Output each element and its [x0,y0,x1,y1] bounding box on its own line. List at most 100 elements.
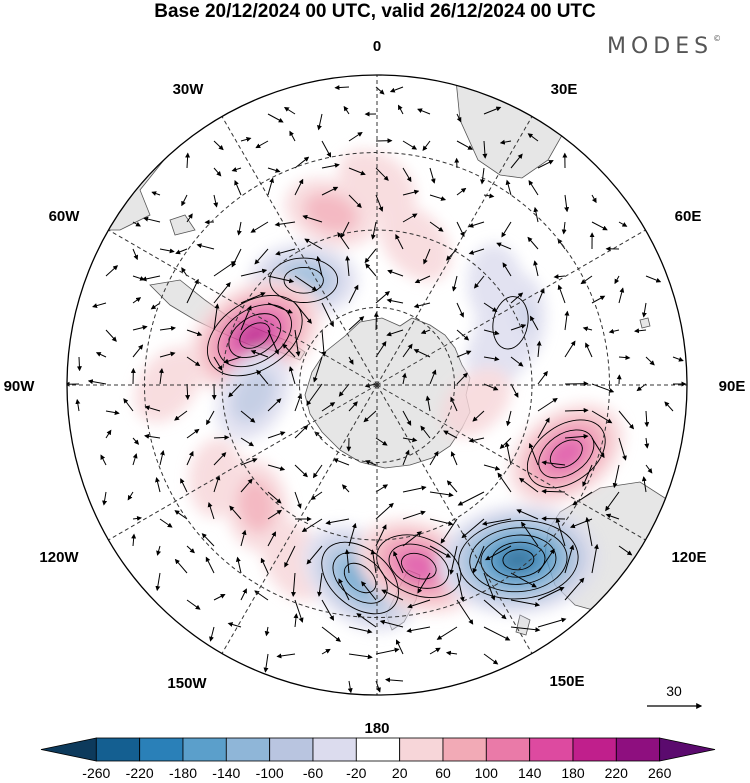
wind-vector [482,140,488,159]
wind-vector [510,572,537,588]
wind-vector [186,356,201,367]
contour-ring [283,266,324,294]
wind-vector [456,372,468,385]
wind-vector [267,464,286,471]
wind-vector [321,402,336,412]
wind-vector [527,133,539,142]
wind-vector [375,194,384,212]
wind-vector [132,453,138,466]
wind-vector [497,472,512,493]
wind-vector [174,558,188,574]
colorbar-swatch [95,737,141,762]
wind-vector [282,343,296,358]
colorbar-tick-label: -220 [126,765,154,781]
wind-vector [537,288,545,304]
wind-vector [348,356,354,365]
wind-vector [334,85,350,91]
wind-vector [499,139,512,145]
wind-vector [341,484,350,493]
wind-vector [181,194,188,207]
wind-vector [530,315,539,331]
wind-vector [294,302,312,324]
wind-vector [213,475,221,493]
wind-vector [483,653,499,665]
wind-vector [473,275,485,289]
wind-vector [501,221,512,238]
wind-vector [231,167,242,172]
wind-vector [213,260,237,277]
wind-vector [564,577,585,601]
meridian-line [376,229,646,386]
lon-label-30w: 30W [173,81,205,98]
wind-vector [402,167,412,183]
wind-vector [591,437,605,459]
wind-vector [304,238,323,250]
meridian-line [108,384,378,541]
colorbar-swatch [659,737,716,762]
wind-vector [293,613,299,628]
wind-vector [537,548,555,574]
wind-vector [510,292,524,304]
wind-vector [159,518,173,528]
wind-vector [186,599,201,610]
wind-vector [227,622,242,628]
map-title: Base 20/12/2024 00 UTC, valid 26/12/2024… [154,1,596,22]
colorbar-swatch [182,737,227,762]
wind-vector [213,282,231,304]
wind-vector [375,290,390,304]
meridian-line [221,384,378,654]
wind-vector [561,221,567,235]
longitude-labels: 0 30E 60E 90E 120E 150E 180 150W 120W 90… [4,38,746,737]
wind-vector [156,545,161,556]
wind-vector [480,167,485,185]
meridian-line [376,384,646,541]
wind-vector [132,248,139,261]
wind-vector [294,156,310,169]
lon-label-120w: 120W [39,549,79,566]
wind-vector [348,316,365,331]
wind-vector [375,524,387,547]
wind-vector [267,113,284,123]
wind-vector [591,194,597,204]
wind-vector [483,302,498,312]
wind-vector [267,302,293,314]
wind-vector [422,140,431,151]
wind-vector [402,189,420,196]
wind-vector [537,417,550,439]
wind-vector [468,221,485,228]
wind-vector [338,578,350,601]
contour-ring [492,296,529,350]
wind-vector [417,572,431,594]
wind-vector [338,383,350,397]
wind-vector [641,302,647,318]
wind-vector [186,213,193,223]
lon-label-150e: 150E [549,673,584,690]
lon-label-60w: 60W [49,208,81,225]
wind-vector [443,430,458,439]
map-disc [67,75,687,695]
wind-vector [585,516,593,547]
contour-lines [206,257,606,615]
wind-vector [105,410,120,416]
reference-vector-label: 30 [666,683,682,699]
wind-vector [618,545,633,556]
wind-vector [483,572,496,601]
wind-vector [321,329,327,357]
tasmania-island [515,614,531,636]
wind-vector [644,410,650,428]
wind-vector [95,352,107,358]
wind-vector [504,441,512,466]
colorbar-tick-label: -20 [346,765,366,781]
wind-vector [144,405,161,412]
wind-vector [254,248,269,265]
wind-vector [612,464,620,489]
wind-vector [267,398,282,412]
wind-vector [582,464,593,487]
wind-vector [537,160,554,169]
wind-vector [294,599,304,623]
wind-vector [398,104,404,115]
meridian-line [376,116,533,386]
wind-vector [502,262,512,277]
contour-ring [343,562,377,594]
